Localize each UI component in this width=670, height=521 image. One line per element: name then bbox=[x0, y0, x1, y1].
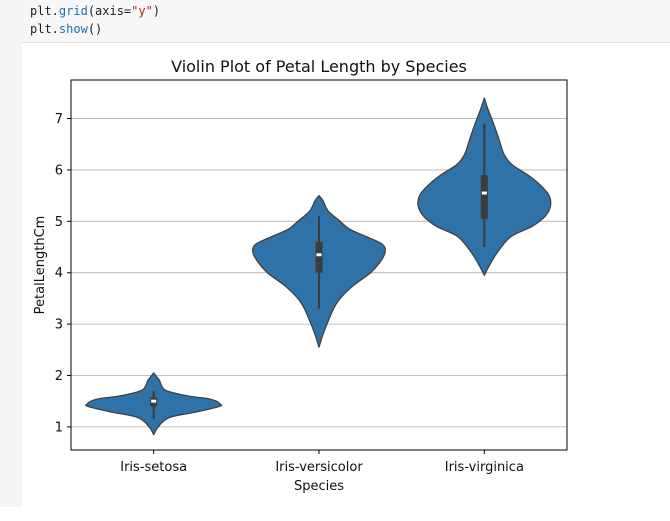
code-args: (axis= bbox=[87, 4, 132, 18]
code-obj: plt. bbox=[30, 22, 59, 36]
x-tick-label: Iris-virginica bbox=[445, 460, 524, 475]
violin-iqr-box bbox=[315, 241, 323, 273]
violin-median bbox=[481, 191, 487, 195]
y-axis-label: PetalLengthCm bbox=[33, 216, 48, 315]
y-tick-label: 3 bbox=[55, 318, 63, 333]
code-line-grid: plt.grid(axis="y") bbox=[30, 4, 160, 18]
x-tick-label: Iris-setosa bbox=[120, 460, 187, 475]
x-ticks: Iris-setosa Iris-versicolor Iris-virginica bbox=[120, 450, 524, 475]
code-fn-show: show bbox=[58, 22, 88, 36]
violin-iris-virginica bbox=[417, 97, 552, 276]
violin-chart: Violin Plot of Petal Length by Species 1… bbox=[33, 57, 568, 494]
code-string: "y" bbox=[131, 4, 153, 18]
code-rest: () bbox=[87, 22, 103, 36]
code-cell[interactable]: plt.grid(axis="y") plt.show() bbox=[22, 0, 670, 43]
y-tick-label: 5 bbox=[55, 215, 63, 230]
x-tick-label: Iris-versicolor bbox=[275, 460, 363, 475]
code-line-show: plt.show() bbox=[30, 22, 102, 36]
y-tick-label: 1 bbox=[55, 420, 63, 435]
output-area: Violin Plot of Petal Length by Species 1… bbox=[22, 43, 670, 507]
code-obj: plt. bbox=[30, 4, 59, 18]
violin-iris-versicolor bbox=[252, 194, 386, 348]
code-close: ) bbox=[152, 4, 161, 18]
violin-iqr-box bbox=[480, 175, 488, 219]
violin-iris-setosa bbox=[85, 372, 223, 436]
violin-median bbox=[316, 253, 322, 257]
x-axis-label: Species bbox=[294, 479, 344, 494]
y-ticks: 1 2 3 4 5 6 7 bbox=[55, 112, 71, 435]
y-tick-label: 7 bbox=[55, 112, 63, 127]
code-fn-grid: grid bbox=[58, 4, 88, 18]
y-tick-label: 6 bbox=[55, 163, 63, 178]
notebook-gutter bbox=[0, 0, 23, 507]
y-tick-label: 4 bbox=[55, 266, 63, 281]
violin-median bbox=[151, 399, 157, 403]
violins bbox=[85, 97, 552, 436]
y-tick-label: 2 bbox=[55, 369, 63, 384]
chart-title: Violin Plot of Petal Length by Species bbox=[171, 57, 467, 76]
